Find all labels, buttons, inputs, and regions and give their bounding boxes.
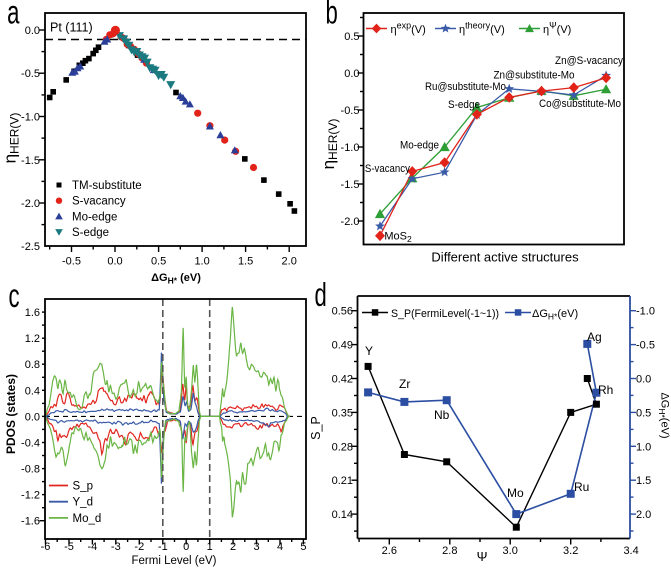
svg-text:Zn@S-vacancy: Zn@S-vacancy xyxy=(555,55,623,67)
svg-text:S-vacancy: S-vacancy xyxy=(72,196,126,208)
svg-text:0.56: 0.56 xyxy=(332,306,353,318)
svg-text:a: a xyxy=(7,0,20,31)
svg-text:ΔGH*(eV): ΔGH*(eV) xyxy=(657,392,671,438)
svg-text:2.6: 2.6 xyxy=(382,545,397,557)
svg-text:-1: -1 xyxy=(158,541,168,553)
svg-text:-0.4: -0.4 xyxy=(21,438,40,450)
svg-text:3.4: 3.4 xyxy=(623,545,638,557)
svg-text:Y_d: Y_d xyxy=(73,497,93,509)
svg-text:Ψ: Ψ xyxy=(477,549,488,564)
svg-text:-2: -2 xyxy=(134,541,144,553)
svg-text:1.2: 1.2 xyxy=(25,333,40,345)
svg-text:3.2: 3.2 xyxy=(563,545,578,557)
svg-text:-0.5: -0.5 xyxy=(62,256,81,268)
svg-text:-1.6: -1.6 xyxy=(21,516,40,528)
svg-text:MoS2: MoS2 xyxy=(384,231,412,245)
svg-text:2.8: 2.8 xyxy=(442,545,457,557)
svg-text:-3: -3 xyxy=(111,541,121,553)
svg-text:2: 2 xyxy=(230,541,236,553)
svg-text:1.0: 1.0 xyxy=(636,441,651,453)
svg-text:-0.5: -0.5 xyxy=(341,105,360,117)
svg-text:PDOS (states): PDOS (states) xyxy=(4,374,18,454)
svg-text:ΔGH* (eV): ΔGH* (eV) xyxy=(151,272,201,286)
svg-text:Mo-edge: Mo-edge xyxy=(400,140,439,152)
svg-text:Zr: Zr xyxy=(399,377,410,391)
svg-text:1.5: 1.5 xyxy=(636,475,651,487)
svg-text:0.49: 0.49 xyxy=(332,340,353,352)
svg-text:0.8: 0.8 xyxy=(25,359,40,371)
svg-text:3: 3 xyxy=(253,541,259,553)
svg-text:0.5: 0.5 xyxy=(151,256,166,268)
svg-text:1.0: 1.0 xyxy=(194,256,209,268)
svg-text:Nb: Nb xyxy=(434,408,450,422)
svg-text:b: b xyxy=(326,0,338,31)
svg-text:0.5: 0.5 xyxy=(344,31,359,43)
svg-text:0.14: 0.14 xyxy=(332,509,353,521)
svg-text:Y: Y xyxy=(365,344,373,358)
svg-text:-2.0: -2.0 xyxy=(341,216,360,228)
svg-text:0.42: 0.42 xyxy=(332,374,353,386)
svg-text:1: 1 xyxy=(207,541,213,553)
svg-text:S-vacancy: S-vacancy xyxy=(365,163,410,175)
svg-text:-1.5: -1.5 xyxy=(341,179,360,191)
svg-text:-2.5: -2.5 xyxy=(21,241,40,253)
svg-text:-2.0: -2.0 xyxy=(21,198,40,210)
svg-text:S-edge: S-edge xyxy=(72,227,109,239)
svg-text:0.0: 0.0 xyxy=(25,411,40,423)
svg-text:-0.5: -0.5 xyxy=(636,340,655,352)
svg-text:-0.5: -0.5 xyxy=(21,68,40,80)
svg-text:4: 4 xyxy=(277,541,283,553)
svg-text:Ru: Ru xyxy=(574,480,589,494)
svg-text:2.0: 2.0 xyxy=(282,256,297,268)
svg-text:1.6: 1.6 xyxy=(25,307,40,319)
svg-text:TM-substitute: TM-substitute xyxy=(72,180,142,192)
svg-text:ΔGH*(eV): ΔGH*(eV) xyxy=(532,308,578,322)
svg-text:S_p: S_p xyxy=(73,481,93,493)
svg-text:0.28: 0.28 xyxy=(332,441,353,453)
svg-text:Different active structures: Different active structures xyxy=(431,250,579,265)
svg-text:-1.0: -1.0 xyxy=(636,306,655,318)
svg-text:S-edge: S-edge xyxy=(448,99,480,111)
svg-text:5: 5 xyxy=(300,541,306,553)
svg-text:2.0: 2.0 xyxy=(636,509,651,521)
svg-text:Pt (111): Pt (111) xyxy=(50,21,93,35)
svg-text:0.0: 0.0 xyxy=(636,374,651,386)
svg-text:0.0: 0.0 xyxy=(25,25,40,37)
svg-text:0: 0 xyxy=(183,541,189,553)
svg-text:Mo-edge: Mo-edge xyxy=(72,211,117,223)
svg-text:-1.0: -1.0 xyxy=(21,112,40,124)
svg-text:Mo: Mo xyxy=(507,486,524,500)
svg-text:0.35: 0.35 xyxy=(332,407,353,419)
svg-text:Ru@substitute-Mo: Ru@substitute-Mo xyxy=(425,81,506,93)
svg-text:Co@substitute-Mo: Co@substitute-Mo xyxy=(539,98,621,110)
svg-text:Fermi Level (eV): Fermi Level (eV) xyxy=(132,555,217,567)
svg-text:c: c xyxy=(9,278,20,314)
svg-text:-1.5: -1.5 xyxy=(21,155,40,167)
svg-text:0.4: 0.4 xyxy=(25,385,40,397)
svg-text:-1.0: -1.0 xyxy=(341,142,360,154)
svg-text:Mo_d: Mo_d xyxy=(73,513,102,525)
svg-text:0.0: 0.0 xyxy=(344,68,359,80)
svg-text:Zn@substitute-Mo: Zn@substitute-Mo xyxy=(494,70,575,82)
svg-text:-6: -6 xyxy=(41,541,51,553)
svg-text:3.0: 3.0 xyxy=(503,545,518,557)
svg-text:Ag: Ag xyxy=(587,330,602,344)
svg-text:-1.2: -1.2 xyxy=(21,490,40,502)
svg-text:d: d xyxy=(315,277,327,313)
svg-text:-0.8: -0.8 xyxy=(21,464,40,476)
svg-text:0.21: 0.21 xyxy=(332,475,353,487)
svg-text:S_P: S_P xyxy=(309,416,323,440)
svg-text:0.0: 0.0 xyxy=(107,256,122,268)
svg-text:-4: -4 xyxy=(88,541,98,553)
svg-text:S_P(FermiLevel(-1~1)): S_P(FermiLevel(-1~1)) xyxy=(391,308,499,320)
svg-text:1.5: 1.5 xyxy=(238,256,253,268)
svg-text:-5: -5 xyxy=(64,541,74,553)
svg-text:Rh: Rh xyxy=(598,383,613,397)
svg-text:0.5: 0.5 xyxy=(636,407,651,419)
